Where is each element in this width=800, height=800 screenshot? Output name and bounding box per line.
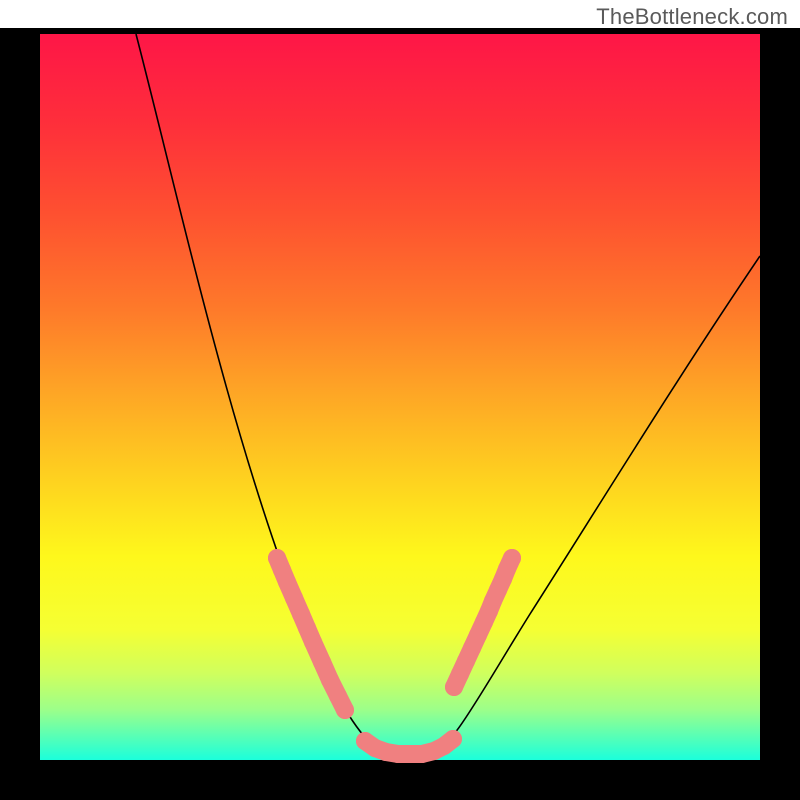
gradient-background [40, 34, 760, 760]
left-cluster-dot [321, 671, 339, 689]
bottleneck-chart [0, 0, 800, 800]
bottom-cluster-dot [444, 730, 462, 748]
right-cluster-dot [445, 678, 463, 696]
left-cluster-dot [336, 701, 354, 719]
chart-frame: TheBottleneck.com [0, 0, 800, 800]
plot-area [40, 34, 760, 763]
left-cluster-dot [313, 653, 331, 671]
watermark-text: TheBottleneck.com [596, 4, 788, 30]
left-cluster-dot [278, 573, 296, 591]
left-cluster-dot [285, 589, 303, 607]
left-cluster-dot [304, 633, 322, 651]
